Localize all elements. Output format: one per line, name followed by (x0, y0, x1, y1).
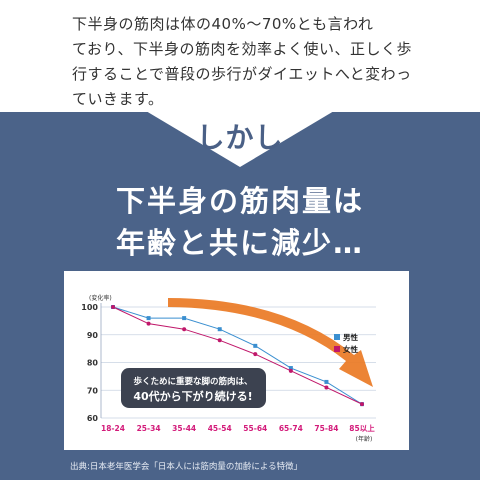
x-tick-label: 35-44 (172, 424, 196, 433)
intro-line-1: 下半身の筋肉は体の40%〜70%とも言われ (72, 15, 374, 33)
data-point-female (360, 402, 364, 407)
legend-swatch (334, 334, 340, 340)
data-point-female (182, 327, 187, 332)
data-point-female (111, 305, 115, 309)
y-axis-title: (変化率) (89, 294, 112, 302)
y-tick-label: 90 (87, 331, 99, 340)
annotation-line-1: 歩くために重要な脚の筋肉は、 (133, 376, 252, 387)
headline: 下半身の筋肉量は 年齢と共に減少… (0, 180, 480, 264)
y-tick-label: 70 (87, 386, 99, 395)
data-point-male (288, 366, 293, 371)
x-axis-title: (年齢) (356, 435, 373, 443)
x-tick-label: 55-64 (243, 424, 267, 433)
banner-notch (146, 111, 334, 167)
data-point-female (146, 321, 151, 326)
annotation-line-2: 40代から下がり続ける! (133, 389, 252, 403)
headline-line-2: 年齢と共に減少… (115, 226, 364, 260)
data-point-male (324, 379, 329, 384)
legend-label: 男性 (343, 332, 358, 342)
y-tick-label: 80 (87, 359, 99, 368)
x-tick-label: 65-74 (279, 424, 303, 433)
intro-text: 下半身の筋肉は体の40%〜70%とも言われ ており、下半身の筋肉を効率よく使い、… (72, 12, 417, 112)
data-point-male (182, 316, 187, 321)
intro-line-3: 行することで普段の歩行がダイエットへと変わっ (72, 65, 412, 83)
data-point-female (217, 338, 222, 343)
legend-label: 女性 (343, 344, 358, 354)
intro-line-2: ており、下半身の筋肉を効率よく使い、正しく歩 (72, 40, 412, 58)
series-line-female (112, 306, 363, 405)
data-point-male (146, 316, 151, 321)
data-point-male (217, 327, 222, 332)
legend-swatch (334, 346, 340, 352)
x-tick-label: 85以上 (349, 423, 375, 433)
muscle-mass-chart: 100 90 80 70 60 (変化率) 18-24 25-34 35-44 45-54 55-6… (81, 294, 376, 443)
trend-arrow (168, 298, 373, 387)
x-tick-label: 18-24 (101, 424, 125, 433)
headline-line-1: 下半身の筋肉量は (115, 184, 364, 218)
x-tick-label: 75-84 (314, 424, 338, 433)
y-tick-label: 100 (81, 303, 98, 312)
series-line-male (112, 306, 363, 405)
x-tick-label: 25-34 (137, 424, 161, 433)
intro-line-4: ていきます。 (72, 90, 164, 108)
annotation-box (121, 368, 266, 408)
x-tick-label: 45-54 (208, 424, 232, 433)
shikashi-label: しかし (196, 121, 284, 154)
data-point-female (288, 368, 293, 373)
source-citation: 出典:日本老年医学会「日本人には筋肉量の加齢による特徴」 (70, 462, 303, 472)
data-point-male (253, 343, 258, 348)
y-tick-label: 60 (87, 414, 99, 423)
data-point-female (324, 385, 329, 390)
data-point-female (253, 352, 258, 357)
chart-card: 100 90 80 70 60 (変化率) 18-24 25-34 35-44 45-54 55-6… (64, 271, 409, 450)
